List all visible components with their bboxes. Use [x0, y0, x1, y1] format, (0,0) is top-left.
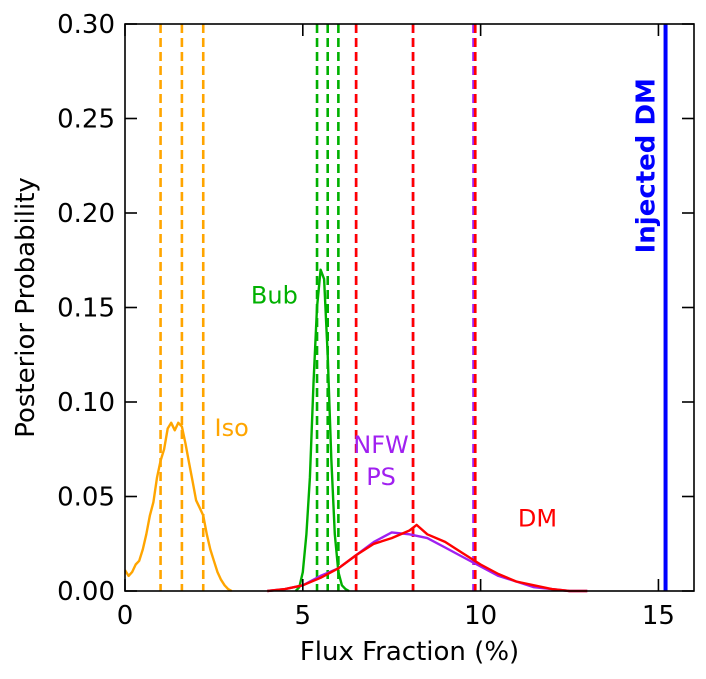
annotation-dm-4: DM — [518, 505, 557, 533]
y-axis-label: Posterior Probability — [11, 177, 41, 438]
y-tick-label-4: 0.20 — [57, 199, 115, 229]
annotation-nfw-2: NFW — [353, 431, 409, 459]
series-annotations: Bub Iso NFW PS DM — [215, 282, 558, 533]
y-tick-label-0: 0.00 — [57, 577, 115, 607]
series-line-nfw-ps — [267, 531, 588, 593]
y-tick-label-6: 0.30 — [57, 10, 115, 40]
y-tick-label-3: 0.15 — [57, 294, 115, 324]
x-tick-label-2: 10 — [464, 601, 497, 631]
x-tick-label-1: 5 — [295, 601, 312, 631]
x-tick-label-0: 0 — [117, 601, 134, 631]
annotation-iso-1: Iso — [215, 414, 249, 442]
series-line-dm — [267, 523, 588, 593]
y-tick-label-5: 0.25 — [57, 105, 115, 135]
posterior-curves — [123, 268, 588, 593]
x-tick-label-3: 15 — [642, 601, 675, 631]
annotation-bub-0: Bub — [251, 282, 298, 310]
series-line-iso — [123, 421, 233, 593]
y-tick-label-2: 0.10 — [57, 388, 115, 418]
y-tick-label-1: 0.05 — [57, 483, 115, 513]
series-line-bub — [294, 268, 350, 593]
injected-dm-label: Injected DM — [632, 78, 662, 253]
axis-ticks: 0 5 10 15 0.00 0.05 0.10 0.15 0.20 0.25 0.30 — [57, 10, 694, 631]
annotation-ps-3: PS — [366, 463, 396, 491]
x-axis-label: Flux Fraction (%) — [300, 637, 519, 667]
